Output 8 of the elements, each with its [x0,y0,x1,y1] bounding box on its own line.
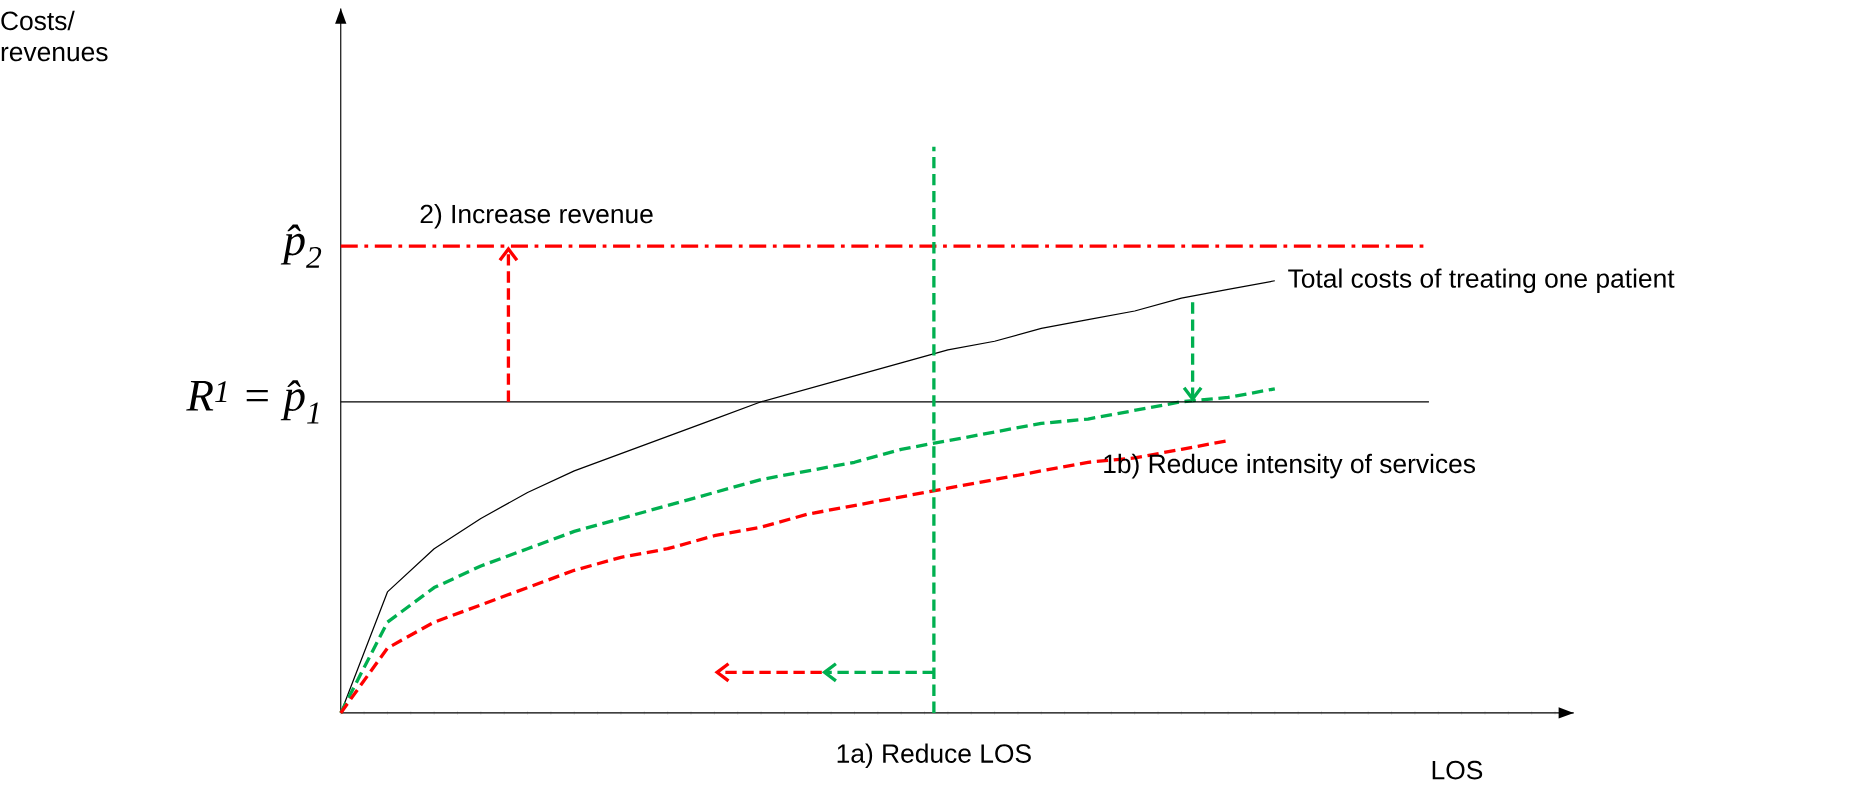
text: 2) Increase revenue [420,203,653,229]
text: 1a) Reduce LOS [837,743,1031,768]
series-label: Total costs of treating one patient [1288,268,1675,293]
ref-line-label: p̂$_{2}$ [280,224,322,268]
series-label: 1b) Reduce intensity of services [1104,453,1476,479]
ref-line-label: R$^{1}$ = p̂$_{1}$ [186,380,319,424]
text: LOS [1432,760,1483,780]
text: Costs/ revenues [1,10,108,62]
